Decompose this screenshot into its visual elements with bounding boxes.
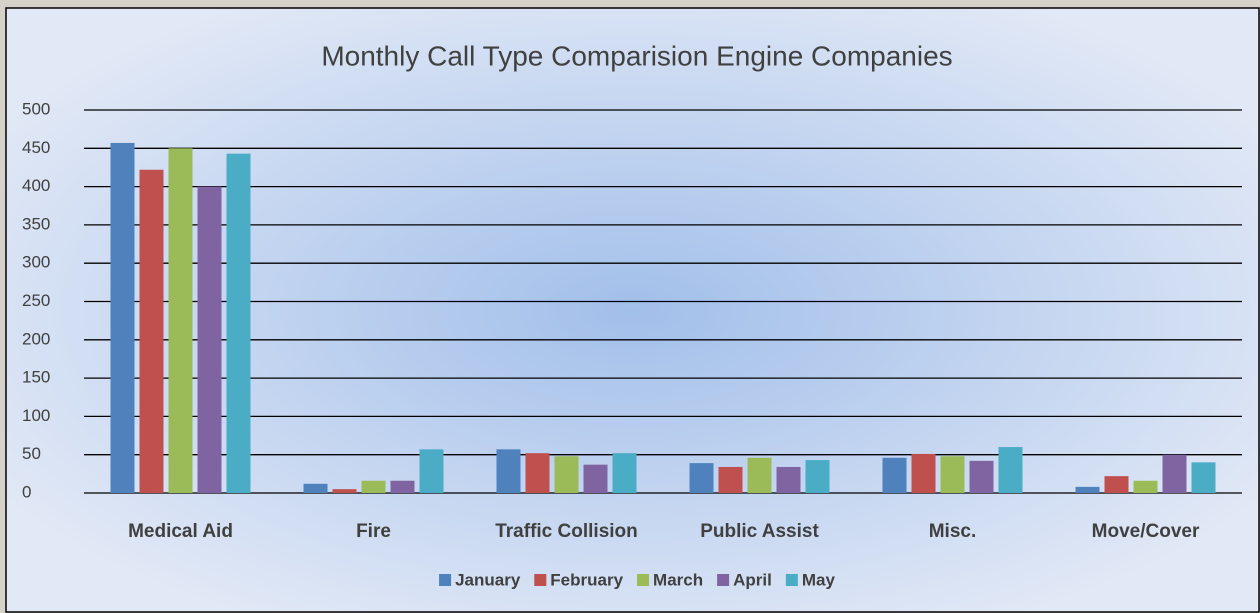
- bar: [583, 464, 608, 493]
- bar: [612, 453, 637, 493]
- bar: [525, 453, 550, 493]
- legend-swatch: [534, 574, 547, 586]
- bar: [747, 457, 772, 493]
- bar: [303, 483, 328, 493]
- y-tick-label: 200: [22, 329, 50, 348]
- bar: [332, 489, 357, 493]
- y-tick-label: 50: [22, 444, 41, 463]
- bar: [1133, 480, 1158, 493]
- bar: [139, 169, 164, 494]
- bar: [776, 466, 801, 493]
- bar: [689, 463, 714, 493]
- y-tick-label: 250: [22, 291, 50, 310]
- legend-label: January: [455, 570, 521, 589]
- bar: [1104, 476, 1129, 493]
- bar: [419, 449, 444, 493]
- legend-label: April: [733, 570, 772, 589]
- x-tick-label: Misc.: [929, 521, 977, 542]
- y-tick-label: 450: [22, 138, 50, 157]
- x-tick-label: Traffic Collision: [495, 521, 638, 542]
- legend-label: February: [550, 570, 623, 589]
- y-tick-label: 500: [22, 99, 50, 118]
- legend: January February March April May: [439, 570, 835, 589]
- x-tick-label: Fire: [356, 521, 391, 542]
- bar: [805, 460, 830, 493]
- bar: [969, 460, 994, 493]
- bar: [998, 447, 1023, 493]
- bar: [940, 456, 965, 493]
- bar: [1075, 486, 1100, 493]
- bar: [882, 457, 907, 493]
- bar: [554, 456, 579, 493]
- bar: [496, 449, 521, 493]
- legend-swatch: [785, 574, 798, 586]
- y-tick-label: 300: [22, 253, 50, 272]
- legend-swatch: [439, 574, 452, 586]
- x-tick-label: Public Assist: [700, 521, 819, 542]
- bar: [226, 153, 251, 494]
- bar: [1162, 454, 1187, 493]
- y-tick-label: 0: [22, 482, 31, 501]
- bar: [911, 453, 936, 493]
- x-tick-label: Move/Cover: [1092, 521, 1200, 542]
- bar: [1191, 462, 1216, 493]
- y-tick-label: 100: [22, 406, 50, 425]
- bar: [110, 142, 135, 494]
- bar: [390, 480, 415, 493]
- bar: [168, 148, 193, 494]
- legend-swatch: [717, 574, 730, 586]
- y-tick-label: 400: [22, 176, 50, 195]
- bar: [197, 186, 222, 493]
- bar: [361, 480, 386, 493]
- legend-swatch: [637, 574, 650, 586]
- y-tick-label: 150: [22, 368, 50, 387]
- chart-title: Monthly Call Type Comparision Engine Com…: [321, 40, 952, 71]
- x-tick-label: Medical Aid: [128, 521, 233, 542]
- legend-label: March: [653, 570, 703, 589]
- bar: [718, 466, 743, 493]
- legend-label: May: [802, 570, 836, 589]
- y-tick-label: 350: [22, 214, 50, 233]
